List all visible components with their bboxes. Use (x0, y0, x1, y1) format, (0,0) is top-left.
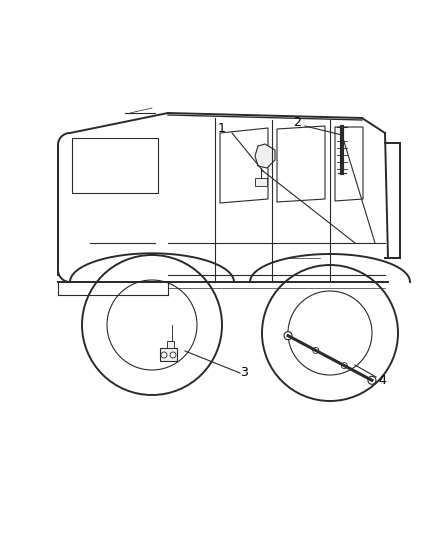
Circle shape (161, 352, 167, 358)
Text: 1: 1 (218, 123, 226, 135)
Circle shape (341, 362, 347, 369)
Polygon shape (255, 144, 275, 168)
Polygon shape (255, 178, 267, 186)
Circle shape (284, 332, 292, 340)
Text: 4: 4 (378, 375, 386, 387)
Polygon shape (167, 341, 174, 348)
Polygon shape (160, 348, 177, 361)
Circle shape (170, 352, 176, 358)
Text: 3: 3 (240, 367, 248, 379)
Circle shape (313, 348, 319, 353)
Circle shape (368, 376, 376, 384)
Text: 2: 2 (293, 116, 301, 128)
